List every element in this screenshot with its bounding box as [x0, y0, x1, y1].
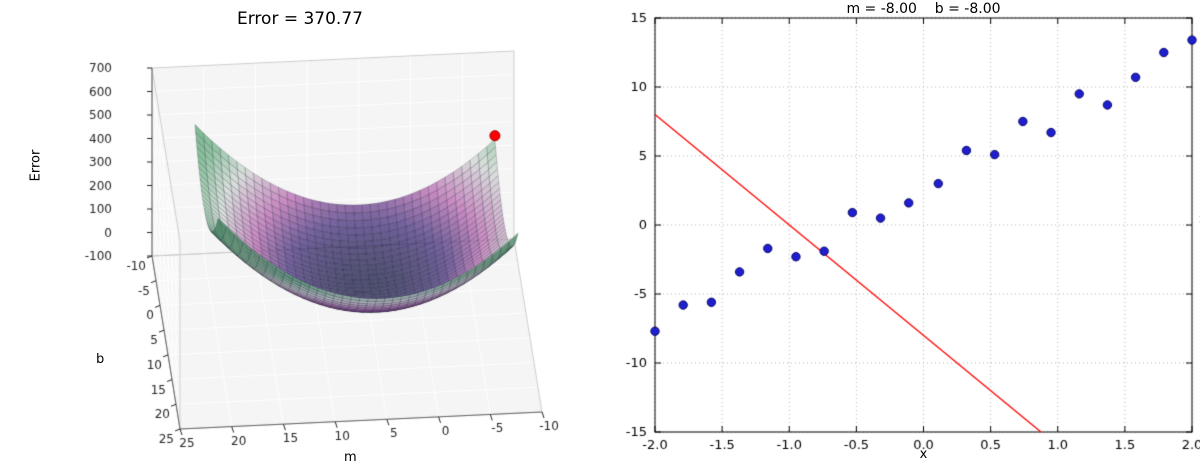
scatter-xaxis-label: x	[919, 447, 928, 462]
scatter-figure: m = -8.00 b = -8.00 x y	[600, 0, 1200, 470]
error-surface-canvas	[0, 0, 600, 470]
scatter-plot-title: m = -8.00 b = -8.00	[846, 1, 1001, 17]
surface-xaxis-label: m	[344, 450, 357, 465]
error-surface-figure: Error = 370.77 Error b m	[0, 0, 600, 470]
surface-zaxis-label: Error	[28, 149, 44, 182]
surface-yaxis-label: b	[96, 352, 105, 367]
scatter-yaxis-label: y	[1196, 216, 1200, 224]
scatter-canvas	[600, 0, 1200, 470]
surface-plot-title: Error = 370.77	[237, 9, 363, 29]
